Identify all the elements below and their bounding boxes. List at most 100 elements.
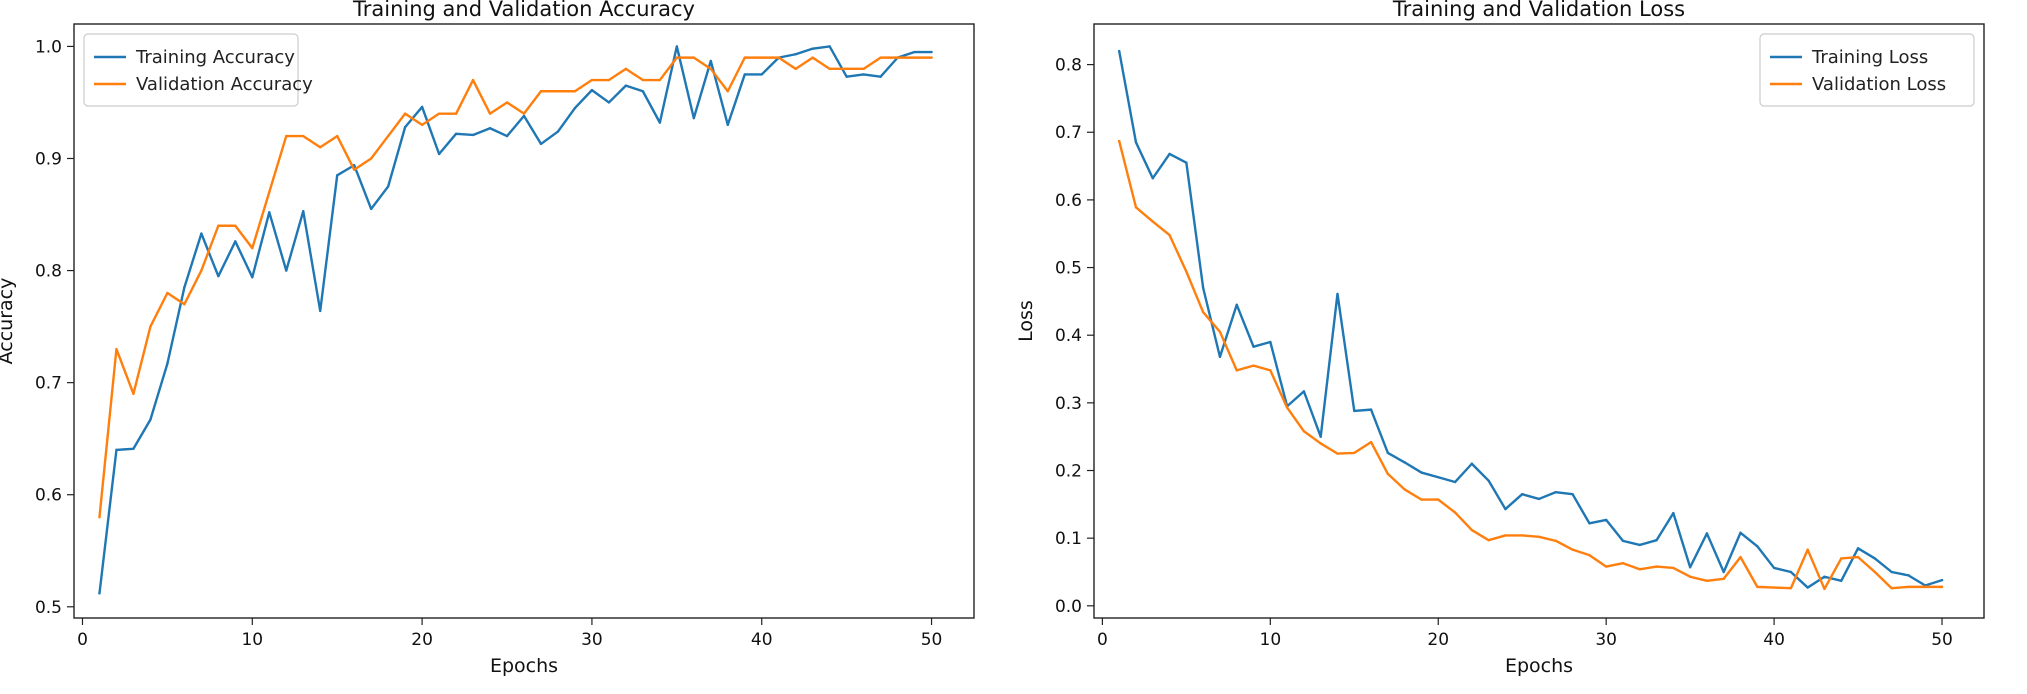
chart-2-series-2-point (1487, 538, 1490, 542)
chart-2-series-1-point (1571, 492, 1574, 496)
chart-1-series-1-point (930, 50, 933, 54)
chart-1-series-1-point (573, 106, 577, 110)
chart-1-series-1-point (98, 592, 101, 595)
chart-1-series-2-point (505, 101, 509, 104)
chart-1-series-1-point (352, 164, 356, 167)
chart-2-series-1-point (1655, 538, 1658, 542)
chart-2-legend: Training Loss Validation Loss (1759, 33, 1975, 107)
chart-1-series-2-point (369, 157, 373, 160)
chart-1-series-1-point (302, 209, 305, 213)
chart-2-series-1-point (1235, 303, 1238, 306)
chart-2-series-2-point (1151, 220, 1154, 223)
chart-2-series-1-point (1521, 492, 1524, 496)
chart-2-series-2-point (1134, 206, 1138, 209)
chart-2-series-2-point (1907, 585, 1910, 589)
chart-1-series-1-point (913, 50, 916, 54)
chart-1-series-2-point (539, 90, 543, 93)
chart-2-series-2-point (1470, 528, 1474, 532)
chart-2-series-1-point (1907, 574, 1910, 577)
chart-2-series-2-point (1823, 587, 1826, 591)
chart-1-series-2-point (624, 67, 628, 71)
chart-2-series-2-point (1521, 534, 1524, 537)
chart-1-series-2-point (777, 56, 780, 59)
chart-1-series-1-point (709, 59, 712, 63)
chart-2-series-1-point (1688, 566, 1692, 569)
chart-2-y-tick-label: 0.3 (1055, 394, 1082, 414)
chart-1-series-2-point (726, 90, 729, 93)
chart-1-series-2-point (336, 134, 339, 138)
chart-2-series-1-point (1470, 462, 1474, 465)
chart-2-series-2-point (1806, 548, 1809, 551)
chart-1-series-2-point (556, 90, 560, 93)
chart-2-series-2-point (1252, 364, 1255, 367)
chart-2-series-2-point (1588, 553, 1591, 557)
chart-1-series-1-point (403, 125, 407, 129)
chart-2-series-2-point (1453, 511, 1457, 514)
chart-1-series-2-point (98, 515, 101, 519)
chart-2-series-1-point (1604, 518, 1608, 522)
chart-1-series-1-point (641, 90, 645, 93)
chart-1-series-1-point (522, 114, 526, 118)
chart-1-series-1-point (845, 75, 848, 78)
chart-2-series-2-point (1336, 452, 1339, 455)
chart-2-series-1-point (1218, 355, 1222, 359)
chart-1-series-1-point (234, 240, 237, 243)
chart-2-legend-label: Training Loss (1811, 47, 1928, 68)
chart-2-series-1-point (1638, 543, 1641, 547)
chart-1-series-2-point (573, 90, 577, 93)
chart-2-x-tick-label: 10 (1260, 630, 1282, 650)
chart-1-series-2-point (302, 134, 305, 138)
chart-2-series-2-point (1604, 565, 1608, 568)
chart-1-series-1-point (200, 232, 203, 235)
chart-2-y-tick-label: 0.4 (1055, 326, 1082, 346)
chart-2-series-1-point (1403, 461, 1406, 464)
chart-1-series-1-point (319, 309, 322, 313)
chart-1-series-1-point (437, 152, 441, 156)
chart-2-series-1-point (1437, 476, 1440, 479)
chart-2-series-2-point (1504, 534, 1507, 537)
chart-2-legend-label: Validation Loss (1812, 74, 1946, 95)
chart-2-title: Training and Validation Loss (1392, 0, 1685, 21)
chart-1-series-1-point (505, 134, 509, 138)
chart-1-series-1-point (760, 73, 763, 76)
chart-2-series-2-point (1655, 565, 1658, 568)
chart-2-series-1-point (1353, 409, 1356, 413)
chart-1-legend-label: Validation Accuracy (136, 74, 313, 95)
chart-2-series-1-point (1487, 479, 1490, 482)
chart-2-series-2-point (1856, 555, 1860, 559)
chart-1-series-2-point (488, 112, 492, 115)
chart-1-series-1-point (268, 211, 271, 214)
chart-2-series-1-point (1873, 557, 1877, 560)
chart-1-series-2-point (896, 56, 899, 59)
chart-1-series-1-point (115, 448, 118, 452)
chart-2-series-1-point (1772, 566, 1776, 570)
chart-2-series-1-point (1588, 522, 1591, 525)
chart-1-legend-box (83, 33, 299, 107)
chart-2-series-1-point (1504, 507, 1507, 511)
chart-1-series-2-point (709, 67, 712, 71)
chart-1-series-1-point (539, 142, 543, 146)
chart-1-series-2-point (471, 78, 475, 82)
chart-2-series-1-point (1420, 471, 1423, 474)
chart-2-series-2-point (1218, 330, 1222, 334)
chart-2-series-2-point (1185, 270, 1188, 273)
chart-1-series-2-point (845, 67, 848, 71)
chart-1-x-tick-label: 10 (241, 630, 263, 650)
chart-1-series-2-point (641, 78, 645, 82)
chart-2-series-1-point (1537, 497, 1541, 501)
chart-2-y-tick-label: 0.2 (1055, 462, 1082, 482)
chart-2-series-2-point (1269, 369, 1272, 372)
chart-2-series-2-point (1571, 548, 1574, 551)
chart-1-series-1-point (166, 362, 169, 365)
chart-2-series-2-point (1201, 311, 1205, 314)
chart-2-series-2-point (1117, 139, 1121, 143)
chart-1-series-2-point (607, 78, 611, 82)
chart-1-series-2-point (386, 134, 390, 138)
chart-1-series-2-point (217, 224, 220, 227)
chart-1-series-2-point (675, 56, 679, 59)
chart-2-series-2-point (1319, 442, 1322, 445)
chart-1-series-1-point (556, 130, 560, 133)
chart-2-x-tick-label: 50 (1931, 630, 1953, 650)
chart-1-series-1-point (879, 75, 882, 78)
